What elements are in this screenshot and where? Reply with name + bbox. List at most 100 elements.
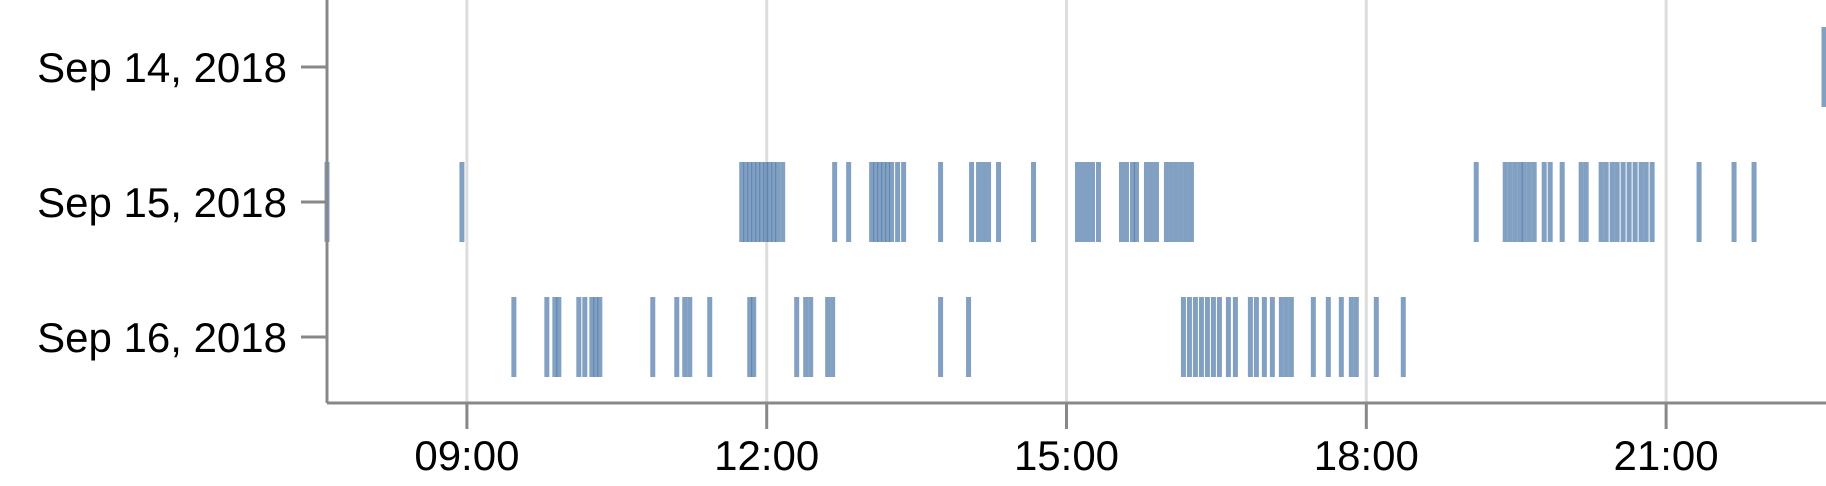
strip-mark-1-8 (763, 162, 769, 242)
strip-mark-1-22 (901, 162, 907, 242)
strip-mark-1-29 (1031, 162, 1037, 242)
strip-mark-1-60 (1583, 162, 1589, 242)
x-tick-label-3: 18:00 (1314, 432, 1419, 479)
strip-mark-1-73 (1751, 162, 1757, 242)
strip-mark-1-31 (1080, 162, 1085, 242)
strip-mark-1-16 (873, 162, 879, 242)
strip-mark-2-4 (576, 297, 582, 377)
strip-mark-1-18 (881, 162, 887, 242)
strip-mark-2-8 (597, 297, 603, 377)
strip-mark-1-51 (1512, 162, 1518, 242)
strip-mark-2-16 (794, 297, 800, 377)
strip-mark-1-23 (938, 162, 944, 242)
strip-mark-1-67 (1632, 162, 1638, 242)
strip-mark-2-38 (1288, 297, 1294, 377)
strip-mark-2-29 (1216, 297, 1222, 377)
strip-mark-1-50 (1507, 162, 1513, 242)
strip-mark-1-44 (1173, 162, 1179, 242)
chart-marks (324, 27, 1826, 377)
strip-mark-2-7 (593, 297, 599, 377)
strip-mark-1-42 (1163, 162, 1169, 242)
strip-mark-1-30 (1075, 162, 1080, 242)
strip-mark-2-21 (938, 297, 944, 377)
strip-mark-1-27 (986, 162, 992, 242)
axes: Sep 14, 2018 Sep 15, 2018 Sep 16, 2018 09:0… (37, 0, 1826, 479)
strip-mark-2-26 (1198, 297, 1204, 377)
strip-mark-2-0 (511, 297, 517, 377)
strip-mark-1-3 (743, 162, 749, 242)
strip-mark-2-44 (1373, 297, 1379, 377)
strip-mark-2-15 (751, 297, 757, 377)
strip-mark-1-36 (1123, 162, 1129, 242)
strip-mark-2-18 (808, 297, 814, 377)
strip-mark-1-54 (1526, 162, 1532, 242)
strip-mark-0-0 (1821, 27, 1826, 107)
strip-mark-1-66 (1626, 162, 1632, 242)
strip-mark-1-1 (459, 162, 465, 242)
strip-mark-1-48 (1473, 162, 1479, 242)
strip-mark-2-35 (1269, 297, 1275, 377)
strip-mark-2-13 (707, 297, 713, 377)
strip-mark-2-17 (803, 297, 809, 377)
strip-mark-2-20 (830, 297, 836, 377)
strip-mark-1-7 (759, 162, 765, 242)
strip-mark-2-6 (589, 297, 595, 377)
strip-mark-1-70 (1649, 162, 1655, 242)
strip-mark-1-10 (771, 162, 777, 242)
strip-mark-1-43 (1168, 162, 1174, 242)
strip-mark-2-28 (1210, 297, 1216, 377)
strip-mark-2-22 (966, 297, 972, 377)
strip-mark-1-53 (1521, 162, 1527, 242)
strip-mark-2-12 (687, 297, 693, 377)
x-tick-label-2: 15:00 (1014, 432, 1119, 479)
strip-mark-2-37 (1283, 297, 1289, 377)
strip-mark-1-47 (1188, 162, 1194, 242)
strip-mark-2-1 (544, 297, 550, 377)
strip-mark-1-57 (1547, 162, 1553, 242)
strip-mark-1-11 (775, 162, 781, 242)
strip-mark-1-37 (1129, 162, 1135, 242)
strip-mark-1-68 (1638, 162, 1644, 242)
strip-mark-2-45 (1400, 297, 1406, 377)
strip-mark-1-28 (996, 162, 1002, 242)
strip-mark-1-5 (751, 162, 757, 242)
strip-mark-2-40 (1325, 297, 1331, 377)
strip-mark-1-38 (1133, 162, 1139, 242)
x-tick-label-1: 12:00 (714, 432, 819, 479)
strip-mark-1-19 (885, 162, 891, 242)
strip-mark-2-14 (747, 297, 753, 377)
strip-mark-1-55 (1531, 162, 1537, 242)
strip-mark-2-5 (582, 297, 588, 377)
strip-mark-1-62 (1603, 162, 1609, 242)
y-tick-label-1: Sep 15, 2018 (37, 179, 287, 226)
strip-mark-2-2 (552, 297, 558, 377)
strip-mark-1-63 (1609, 162, 1615, 242)
strip-mark-1-52 (1517, 162, 1523, 242)
strip-mark-1-61 (1598, 162, 1604, 242)
strip-mark-2-42 (1348, 297, 1354, 377)
strip-mark-1-65 (1620, 162, 1626, 242)
y-tick-label-0: Sep 14, 2018 (37, 44, 287, 91)
strip-mark-1-14 (846, 162, 852, 242)
strip-mark-1-13 (832, 162, 838, 242)
strip-mark-2-32 (1247, 297, 1253, 377)
strip-mark-1-12 (780, 162, 786, 242)
strip-mark-1-58 (1559, 162, 1565, 242)
strip-mark-1-71 (1696, 162, 1702, 242)
strip-mark-1-24 (969, 162, 975, 242)
strip-mark-2-27 (1204, 297, 1210, 377)
x-tick-label-4: 21:00 (1614, 432, 1719, 479)
strip-mark-1-69 (1643, 162, 1649, 242)
strip-mark-1-49 (1502, 162, 1508, 242)
strip-mark-1-9 (767, 162, 773, 242)
strip-mark-1-46 (1183, 162, 1189, 242)
strip-mark-2-43 (1353, 297, 1359, 377)
strip-mark-1-20 (889, 162, 895, 242)
gridlines (465, 0, 1668, 403)
strip-mark-2-39 (1310, 297, 1316, 377)
strip-mark-1-72 (1731, 162, 1737, 242)
strip-mark-2-41 (1338, 297, 1344, 377)
strip-mark-1-26 (981, 162, 987, 242)
strip-mark-1-25 (976, 162, 982, 242)
strip-mark-2-3 (556, 297, 562, 377)
